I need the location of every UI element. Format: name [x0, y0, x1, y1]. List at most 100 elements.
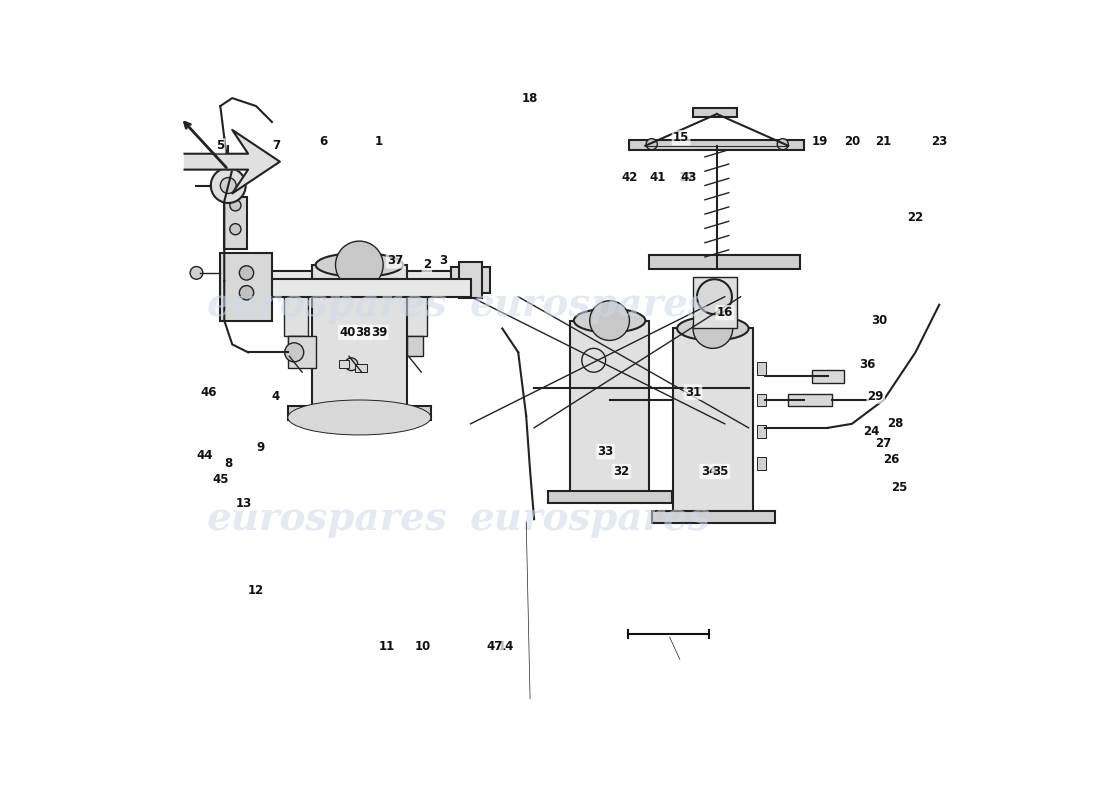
Bar	[757, 426, 766, 438]
Circle shape	[285, 342, 304, 362]
Circle shape	[240, 286, 254, 300]
Bar	[649, 254, 801, 269]
Bar	[232, 279, 471, 297]
Text: 34: 34	[701, 465, 717, 478]
Text: 10: 10	[415, 640, 431, 653]
Text: 27: 27	[876, 437, 892, 450]
Bar	[757, 457, 766, 470]
Bar	[459, 262, 483, 298]
Text: 1: 1	[375, 135, 383, 148]
Text: eurospares: eurospares	[207, 286, 448, 324]
Bar	[220, 253, 272, 321]
Text: 22: 22	[908, 210, 924, 224]
Bar	[407, 337, 422, 356]
Text: 2: 2	[422, 258, 431, 271]
Text: 3: 3	[439, 254, 447, 267]
Text: 29: 29	[868, 390, 884, 402]
Text: 35: 35	[713, 465, 729, 478]
Circle shape	[336, 241, 383, 289]
Circle shape	[230, 200, 241, 211]
Text: 38: 38	[355, 326, 372, 339]
Ellipse shape	[678, 317, 749, 341]
Circle shape	[345, 358, 358, 370]
Circle shape	[190, 266, 202, 279]
Text: 14: 14	[498, 640, 515, 653]
Text: eurospares: eurospares	[470, 286, 711, 324]
Text: 16: 16	[716, 306, 733, 319]
Text: 44: 44	[196, 449, 212, 462]
Circle shape	[582, 348, 606, 372]
Circle shape	[590, 301, 629, 341]
Circle shape	[220, 178, 236, 194]
Text: 36: 36	[859, 358, 876, 370]
Bar	[224, 198, 246, 249]
Text: 4: 4	[272, 390, 280, 402]
Circle shape	[697, 279, 732, 314]
Text: 15: 15	[673, 131, 690, 144]
Text: 40: 40	[339, 326, 355, 339]
Bar	[224, 267, 252, 293]
Bar	[651, 511, 774, 523]
Circle shape	[240, 266, 254, 280]
Text: 6: 6	[319, 135, 328, 148]
Text: 13: 13	[236, 497, 252, 510]
Text: 23: 23	[932, 135, 947, 148]
Circle shape	[646, 138, 658, 150]
Text: 26: 26	[883, 453, 900, 466]
Text: 31: 31	[685, 386, 701, 398]
Text: 42: 42	[621, 171, 638, 184]
Text: 33: 33	[597, 445, 614, 458]
Text: 39: 39	[371, 326, 387, 339]
Text: 47: 47	[486, 640, 503, 653]
Bar	[288, 337, 304, 356]
Bar	[549, 491, 671, 503]
Bar	[451, 267, 491, 293]
Text: 37: 37	[387, 254, 404, 267]
Bar	[629, 140, 804, 150]
Bar	[673, 329, 752, 519]
Text: 45: 45	[212, 473, 229, 486]
Bar	[403, 287, 427, 337]
Text: eurospares: eurospares	[470, 500, 711, 538]
Bar	[693, 108, 737, 117]
Text: 7: 7	[272, 139, 280, 152]
Circle shape	[211, 168, 245, 203]
Bar	[343, 287, 367, 337]
Text: 41: 41	[649, 171, 666, 184]
Text: eurospares: eurospares	[207, 500, 448, 538]
Bar	[348, 337, 363, 356]
Bar	[757, 394, 766, 406]
Text: 5: 5	[217, 139, 224, 152]
Bar	[355, 364, 367, 372]
Bar	[693, 277, 737, 329]
Text: 32: 32	[614, 465, 629, 478]
Text: 8: 8	[224, 457, 232, 470]
Text: 24: 24	[864, 426, 880, 438]
Bar	[570, 321, 649, 495]
Text: 19: 19	[812, 135, 828, 148]
Polygon shape	[185, 130, 279, 194]
Bar	[288, 406, 431, 420]
Bar	[757, 362, 766, 374]
Bar	[284, 287, 308, 337]
Circle shape	[230, 224, 241, 234]
Text: 11: 11	[379, 640, 395, 653]
Bar	[340, 360, 349, 368]
Text: 21: 21	[876, 135, 892, 148]
Circle shape	[778, 138, 789, 150]
Circle shape	[693, 309, 733, 348]
Ellipse shape	[574, 309, 646, 333]
Text: 9: 9	[256, 441, 264, 454]
Text: 28: 28	[888, 418, 904, 430]
Bar	[812, 370, 844, 382]
Ellipse shape	[316, 253, 403, 277]
Bar	[249, 271, 471, 289]
Text: 18: 18	[522, 92, 538, 105]
Ellipse shape	[288, 400, 431, 435]
Bar	[311, 265, 407, 408]
Text: 25: 25	[891, 481, 908, 494]
Text: 46: 46	[200, 386, 217, 398]
Text: 12: 12	[248, 584, 264, 597]
Text: 20: 20	[844, 135, 860, 148]
Text: 17: 17	[679, 171, 695, 184]
